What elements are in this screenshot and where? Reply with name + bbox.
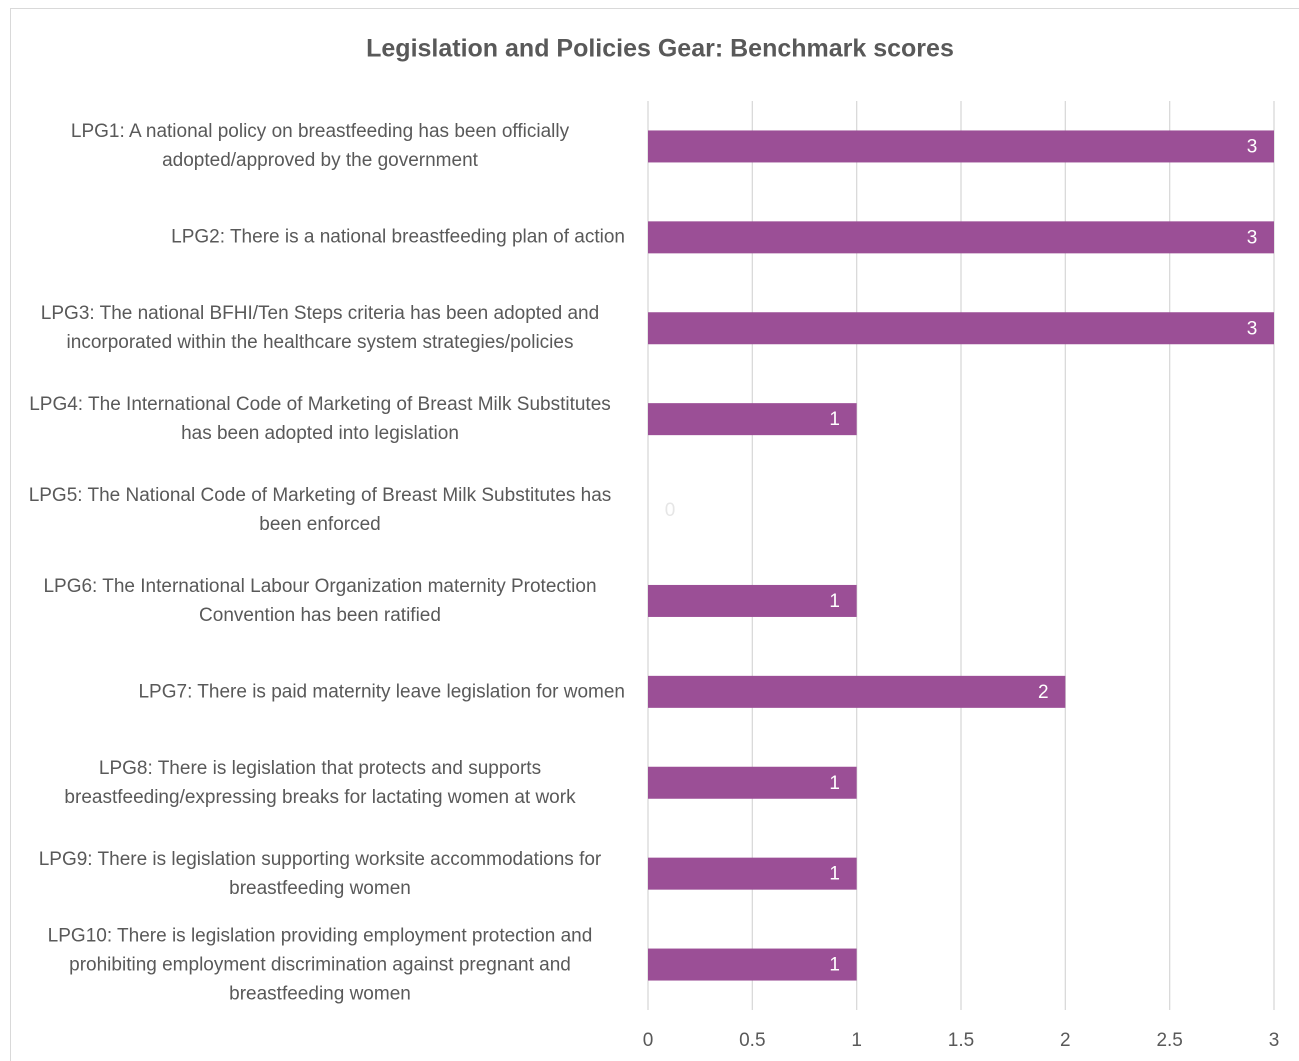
bar bbox=[648, 675, 1066, 708]
chart-border bbox=[10, 8, 1299, 1061]
data-label: 3 bbox=[1247, 227, 1258, 248]
data-label: 1 bbox=[829, 409, 840, 430]
data-label: 1 bbox=[829, 955, 840, 976]
x-tick-label: 2 bbox=[1060, 1030, 1071, 1051]
y-tick-label: LPG3: The national BFHI/Ten Steps criter… bbox=[40, 303, 600, 354]
y-tick-label: LPG9: There is legislation supporting wo… bbox=[38, 848, 602, 899]
bar bbox=[648, 221, 1274, 254]
y-tick-label: LPG7: There is paid maternity leave legi… bbox=[138, 681, 625, 703]
y-tick-label: LPG10: There is legislation providing em… bbox=[47, 925, 593, 1005]
chart-title: Legislation and Policies Gear: Benchmark… bbox=[366, 35, 954, 63]
bar bbox=[648, 857, 857, 890]
bar bbox=[648, 130, 1274, 163]
x-tick-label: 3 bbox=[1269, 1030, 1280, 1051]
bar bbox=[648, 766, 857, 799]
y-tick-label: LPG4: The International Code of Marketin… bbox=[29, 394, 611, 445]
y-tick-label: LPG5: The National Code of Marketing of … bbox=[28, 485, 612, 536]
y-tick-label: LPG1: A national policy on breastfeeding… bbox=[70, 121, 570, 172]
x-tick-label: 1 bbox=[851, 1030, 862, 1051]
data-label: 3 bbox=[1247, 136, 1258, 157]
data-label: 3 bbox=[1247, 318, 1258, 339]
data-label: 1 bbox=[829, 864, 840, 885]
y-tick-label: LPG2: There is a national breastfeeding … bbox=[171, 226, 625, 248]
bar bbox=[648, 403, 857, 436]
y-tick-label: LPG8: There is legislation that protects… bbox=[64, 757, 576, 808]
y-tick-label: LPG6: The International Labour Organizat… bbox=[43, 575, 597, 626]
bar bbox=[648, 584, 857, 617]
x-tick-label: 2.5 bbox=[1156, 1030, 1182, 1051]
bar bbox=[648, 948, 857, 981]
data-label: 2 bbox=[1038, 682, 1049, 703]
data-label: 1 bbox=[829, 591, 840, 612]
data-label: 0 bbox=[665, 500, 676, 521]
x-tick-label: 1.5 bbox=[948, 1030, 974, 1051]
bar bbox=[648, 312, 1274, 345]
x-tick-label: 0 bbox=[643, 1030, 654, 1051]
x-tick-label: 0.5 bbox=[739, 1030, 765, 1051]
data-label: 1 bbox=[829, 773, 840, 794]
